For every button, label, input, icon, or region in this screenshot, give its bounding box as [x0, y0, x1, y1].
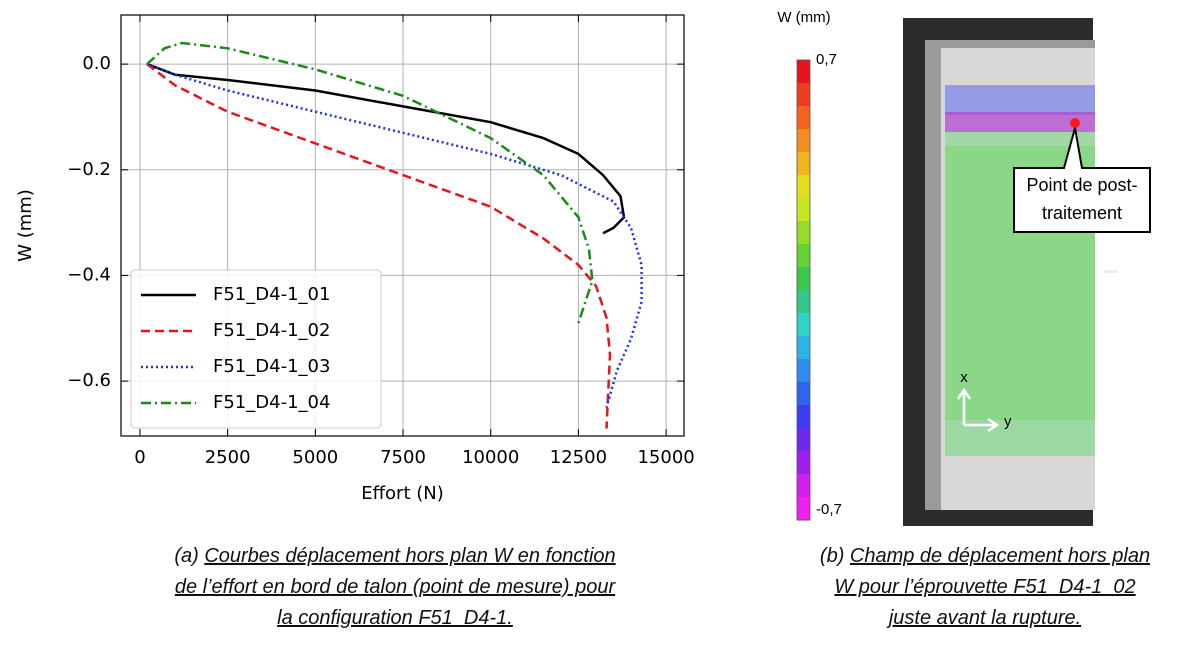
x-tick-label: 0	[134, 447, 145, 468]
x-tick-label: 10000	[462, 447, 519, 468]
caption-line: (a) Courbes déplacement hors plan W en f…	[174, 545, 615, 567]
legend-label: F51_D4-1_04	[213, 392, 330, 413]
x-tick-label: 2500	[205, 447, 251, 468]
colorbar-step	[797, 474, 810, 498]
colorbar: W (mm) 0,7 -0,7	[777, 9, 842, 521]
legend-box	[130, 269, 382, 429]
caption-line: la configuration F51_D4-1.	[277, 607, 513, 629]
plot-frame	[120, 14, 685, 437]
colorbar-step	[797, 382, 810, 406]
captions: (a) Courbes déplacement hors plan W en f…	[174, 545, 1150, 629]
colorbar-step	[797, 129, 810, 153]
colorbar-step	[797, 451, 810, 475]
callout-text: traitement	[1042, 203, 1122, 223]
y-axis-label: W (mm)	[15, 189, 36, 262]
caption-text: la configuration F51_D4-1.	[277, 607, 513, 629]
legend-label: F51_D4-1_03	[213, 356, 330, 377]
caption-text: Champ de déplacement hors plan	[850, 545, 1150, 567]
series-line	[146, 62, 626, 235]
colorbar-step	[797, 244, 810, 268]
colorbar-step	[797, 497, 810, 521]
caption-prefix: (b)	[820, 545, 850, 567]
colorbar-step	[797, 83, 810, 107]
y-tick-label: −0.6	[67, 370, 111, 391]
specimen-photo: Point de post- traitement x y	[903, 18, 1151, 526]
series-line	[146, 62, 643, 408]
colorbar-step	[797, 359, 810, 383]
y-tick-label: 0.0	[82, 53, 111, 74]
colorbar-step	[797, 428, 810, 452]
y-tick-label: −0.2	[67, 159, 111, 180]
y-tick-label: −0.4	[67, 264, 111, 285]
colorbar-step	[797, 152, 810, 176]
axis-label-y: y	[1004, 413, 1012, 430]
colorbar-max-label: 0,7	[816, 51, 837, 68]
caption-text: de l’effort en bord de talon (point de m…	[175, 576, 617, 598]
x-tick-label: 7500	[380, 447, 426, 468]
caption-line: W pour l’éprouvette F51_D4-1_02	[834, 576, 1135, 598]
colorbar-step	[797, 175, 810, 199]
caption-text: juste avant la rupture.	[886, 607, 1081, 629]
colorbar-step	[797, 106, 810, 130]
x-tick-label: 12500	[550, 447, 607, 468]
colorbar-title: W (mm)	[777, 9, 830, 26]
colorbar-step	[797, 313, 810, 337]
series-line	[146, 41, 594, 324]
axis-label-x: x	[960, 369, 968, 386]
field-band-blue	[945, 85, 1095, 115]
legend-label: F51_D4-1_02	[213, 320, 330, 341]
x-tick-label: 15000	[637, 447, 694, 468]
field-band-purple	[945, 112, 1095, 132]
clamp-mark	[1104, 270, 1118, 273]
colorbar-frame	[796, 59, 811, 521]
caption-line: de l’effort en bord de talon (point de m…	[175, 576, 617, 598]
colorbar-step	[797, 336, 810, 360]
measure-point	[1070, 118, 1080, 128]
legend-label: F51_D4-1_01	[213, 284, 330, 305]
colorbar-step	[797, 405, 810, 429]
colorbar-step	[797, 290, 810, 314]
caption-text: Courbes déplacement hors plan W en fonct…	[204, 545, 615, 567]
x-axis-label: Effort (N)	[361, 483, 443, 504]
axis-arrows	[956, 387, 1000, 433]
colorbar-step	[797, 221, 810, 245]
colorbar-step	[797, 198, 810, 222]
field-band-cyan	[945, 132, 1095, 146]
x-tick-label: 5000	[292, 447, 338, 468]
colorbar-step	[797, 60, 810, 84]
callout-box	[1013, 127, 1151, 233]
series-line	[146, 63, 612, 429]
colorbar-step	[797, 267, 810, 291]
callout-text: Point de post-	[1026, 175, 1137, 195]
caption-line: juste avant la rupture.	[886, 607, 1081, 629]
caption-prefix: (a)	[174, 545, 204, 567]
colorbar-min-label: -0,7	[816, 501, 842, 518]
caption-line: (b) Champ de déplacement hors plan	[820, 545, 1150, 567]
caption-text: W pour l’éprouvette F51_D4-1_02	[834, 576, 1135, 598]
line-chart: 0 2500 5000 7500 10000 12500 15000 0.0 −0.2 −0.4 −…	[15, 14, 695, 504]
